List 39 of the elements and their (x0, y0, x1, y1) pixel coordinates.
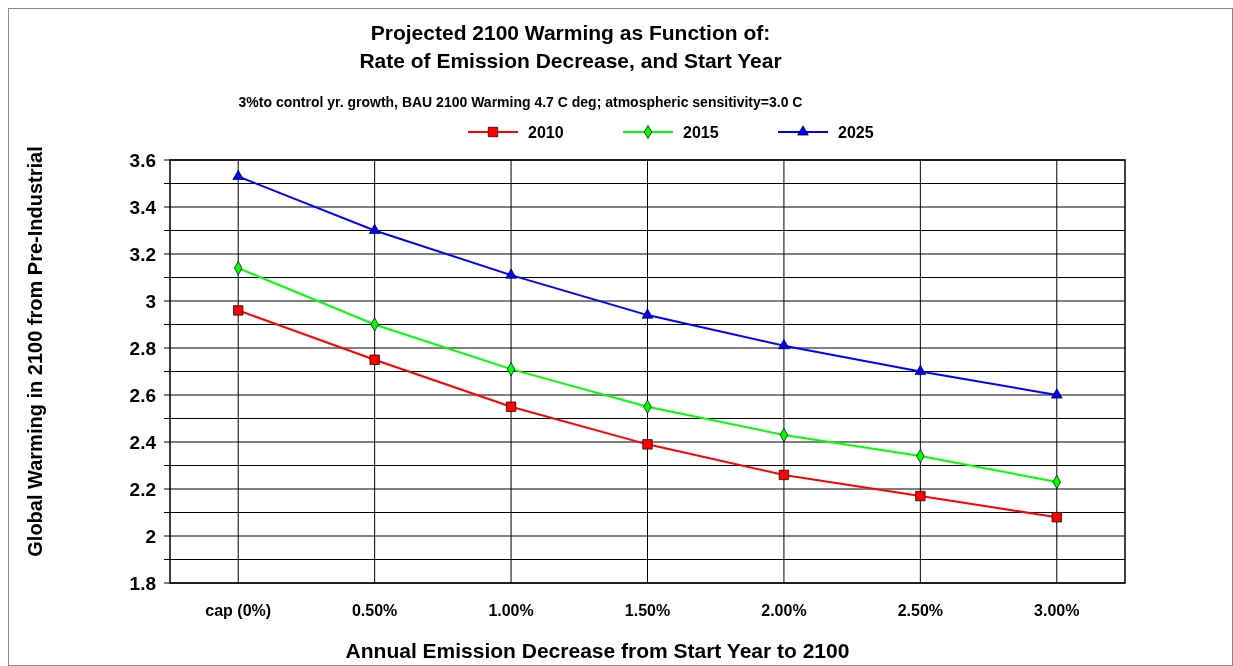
x-tick-label: 3.00% (1034, 602, 1080, 619)
y-tick-label: 2.6 (129, 385, 156, 406)
point (915, 490, 926, 502)
point (779, 428, 789, 442)
point (369, 354, 380, 365)
point (1051, 388, 1063, 399)
point (233, 305, 244, 316)
point (1051, 512, 1062, 523)
point (778, 469, 790, 480)
y-tick-label: 3.4 (129, 197, 157, 218)
legend-label: 2015 (683, 124, 719, 141)
y-axis-title: Global Warming in 2100 from Pre-Industrial (24, 146, 46, 557)
point (232, 169, 244, 180)
legend-label: 2010 (528, 124, 564, 141)
chart-subtitle: 3%to control yr. growth, BAU 2100 Warming 4.7 C deg; atmospheric sensitivity=3.0 C (238, 94, 803, 110)
chart-title: Projected 2100 Warming as Function of: Rate of Emission Decrease, and Start Year (359, 21, 782, 72)
point (505, 401, 517, 412)
y-tick-label: 3 (145, 291, 156, 312)
x-tick-label: 0.50% (351, 602, 398, 619)
legend-label: 2025 (838, 124, 874, 141)
y-tick-label: 3.6 (129, 150, 156, 171)
point (778, 339, 790, 350)
y-tick-label: 2 (145, 526, 156, 547)
y-tick-label: 2.8 (129, 338, 156, 359)
y-tick-label: 2.4 (129, 432, 157, 453)
point (914, 364, 927, 375)
x-tick-label: cap (0%) (205, 602, 272, 619)
point (642, 439, 653, 450)
x-tick-label: 2.00% (761, 602, 807, 619)
x-tick-label: 2.50% (897, 602, 944, 619)
x-axis-title: Annual Emission Decrease from Start Year to 2100 (345, 639, 850, 662)
y-tick-label: 1.8 (129, 573, 156, 594)
point (641, 308, 654, 319)
point (368, 223, 381, 234)
x-tick-label: 1.00% (488, 602, 534, 619)
x-tick-label: 1.50% (624, 602, 671, 619)
y-tick-label: 3.2 (129, 244, 156, 265)
y-tick-label: 2.2 (129, 479, 156, 500)
point (505, 268, 517, 279)
